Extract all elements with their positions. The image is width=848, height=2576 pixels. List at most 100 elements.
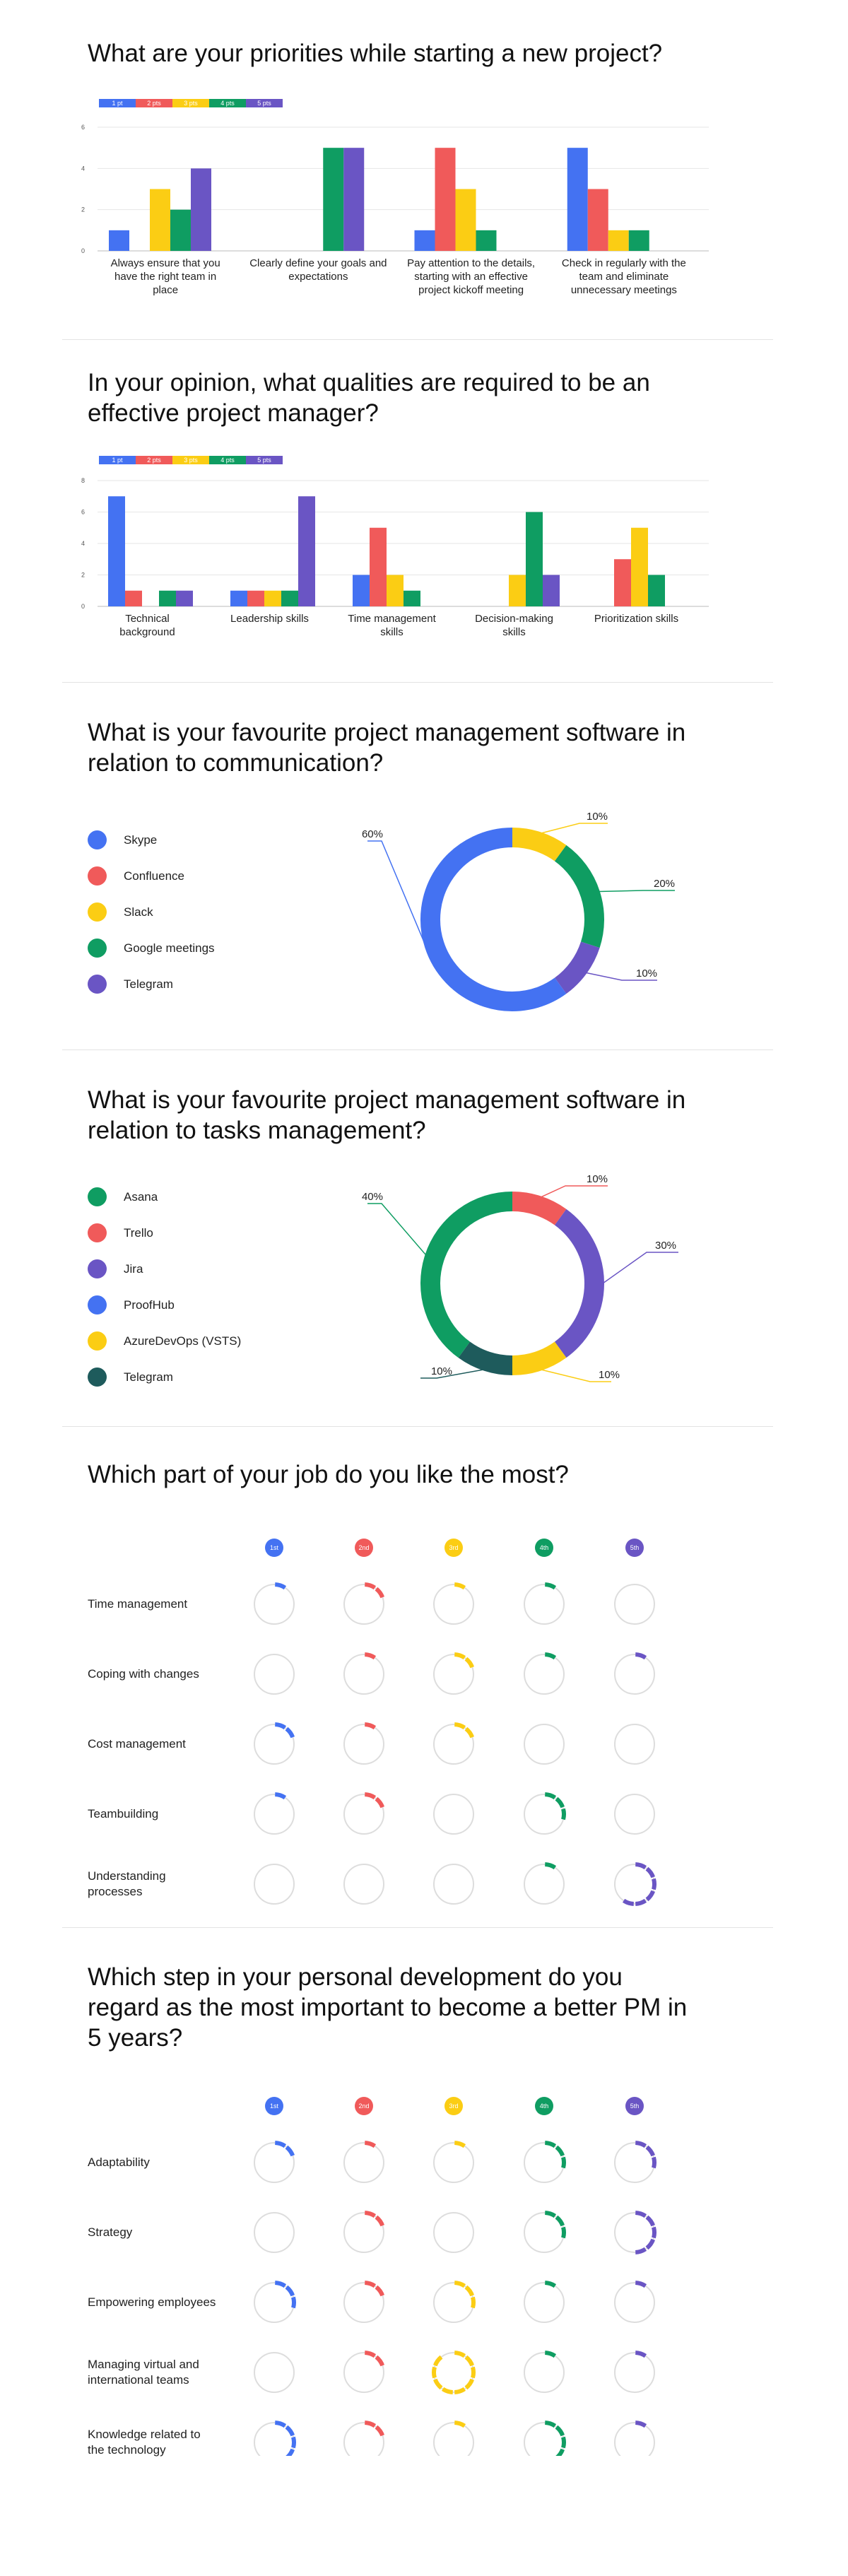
row-label-line: Coping with changes xyxy=(88,1667,199,1681)
x-category-label: project kickoff meeting xyxy=(418,284,524,296)
donut-slice-slack xyxy=(512,828,567,861)
data-label: 40% xyxy=(362,1191,383,1203)
ring-2-2-segment xyxy=(375,2215,385,2227)
bar-3-1 xyxy=(414,230,435,251)
row-label: Strategy xyxy=(88,2225,243,2240)
ring-2-2-segment xyxy=(364,1652,377,1660)
ring-4-3-segment xyxy=(432,2355,443,2367)
ring-5-5-segment xyxy=(645,1890,656,1902)
legend-dot xyxy=(88,975,107,994)
ring-1-5-segment xyxy=(645,2145,656,2157)
legend-dot xyxy=(88,902,107,922)
ring-5-4-segment xyxy=(555,2448,565,2456)
bar-2-1 xyxy=(230,590,247,606)
ring-1-2-segment xyxy=(364,1582,377,1590)
bar-2-2 xyxy=(247,590,264,606)
data-label: 60% xyxy=(362,828,383,840)
legend-label: Trello xyxy=(124,1225,153,1240)
ring-3-3-segment xyxy=(464,2285,475,2297)
legend-label: Telegram xyxy=(124,1370,173,1384)
column-badge-label: 1st xyxy=(270,2102,279,2110)
ring-2-3-segment xyxy=(464,1657,475,1669)
x-category-label: team and eliminate xyxy=(579,271,669,283)
divider-3 xyxy=(62,1049,773,1050)
bar-2-5 xyxy=(343,148,365,251)
ring-4-4-segment xyxy=(555,1796,565,1809)
column-badge-label: 3rd xyxy=(449,2102,458,2110)
bar-legend: 1 pt 2 pts 3 pts 4 pts 5 pts xyxy=(99,456,283,464)
ring-4-5-track xyxy=(614,1794,655,1835)
divider-4 xyxy=(62,1426,773,1427)
ring-5-2-track xyxy=(343,1864,384,1905)
chart-3-legend: Skype Confluence Slack Google meetings Teleg… xyxy=(88,822,215,1002)
y-tick-label: 6 xyxy=(81,509,85,516)
data-label: 10% xyxy=(636,968,657,980)
y-tick-label: 2 xyxy=(81,206,85,213)
callout-line xyxy=(367,840,427,948)
divider-2 xyxy=(62,682,773,683)
bar-4-3 xyxy=(608,230,629,251)
x-category-label: have the right team in xyxy=(114,271,216,283)
row-label: Cost management xyxy=(88,1736,243,1752)
row-label: Time management xyxy=(88,1596,243,1612)
column-badge-label: 2nd xyxy=(358,2102,369,2110)
ring-4-2-segment xyxy=(375,2355,385,2367)
bar-3-4 xyxy=(476,230,497,251)
ring-4-5-segment xyxy=(635,2351,647,2358)
ring-1-3-segment xyxy=(454,2141,466,2148)
legend-label: 1 pt xyxy=(112,100,123,107)
x-category-label: skills xyxy=(502,626,526,638)
ring-3-1-track xyxy=(254,1724,295,1765)
legend-item: Telegram xyxy=(88,1359,241,1395)
column-badge-5 xyxy=(625,1539,644,1557)
x-category-label: background xyxy=(119,626,175,638)
ring-4-1-track xyxy=(254,1794,295,1835)
ring-5-4-segment xyxy=(555,2425,565,2437)
bar-4-2 xyxy=(587,189,608,251)
bar-1-4 xyxy=(170,209,191,251)
row-label-line: Knowledge related to xyxy=(88,2428,201,2441)
bar-4-1 xyxy=(567,148,588,251)
legend-swatch-1 xyxy=(99,456,136,464)
y-tick-label: 6 xyxy=(81,124,85,131)
x-category-label: unnecessary meetings xyxy=(571,284,677,296)
donut-slice-telegram xyxy=(458,1341,513,1375)
bar-1-5 xyxy=(191,168,211,251)
ring-5-4-segment xyxy=(544,1862,557,1870)
legend-label: 1 pt xyxy=(112,457,123,464)
ring-3-3-track xyxy=(433,1724,474,1765)
bar-5-3 xyxy=(631,527,648,606)
bar-2-4 xyxy=(323,148,344,251)
bar-2-3 xyxy=(264,590,281,606)
ring-4-1-segment xyxy=(274,1792,287,1800)
ring-3-4-track xyxy=(524,1724,565,1765)
column-badge-1 xyxy=(265,1539,283,1557)
row-label-line: Empowering employees xyxy=(88,2295,216,2309)
ring-1-2-segment xyxy=(375,1587,385,1599)
callout-line xyxy=(420,1368,485,1379)
y-tick-label: 2 xyxy=(81,572,85,579)
legend-dot xyxy=(88,1295,107,1315)
data-label: 10% xyxy=(431,1365,452,1377)
chart-4-title: What is your favourite project managemen… xyxy=(88,1086,686,1144)
legend-label: 3 pts xyxy=(184,457,198,464)
callout-line xyxy=(585,972,657,981)
x-category-label: expectations xyxy=(288,271,348,283)
legend-swatch-2 xyxy=(136,456,172,464)
x-category-label: Pay attention to the details, xyxy=(407,257,535,269)
column-badge-label: 1st xyxy=(270,1544,279,1551)
legend-dot xyxy=(88,939,107,958)
donut-slice-trello xyxy=(512,1192,567,1225)
ring-5-5-segment xyxy=(635,2421,647,2428)
bar-3-2 xyxy=(370,527,387,606)
ring-3-5-segment xyxy=(635,2281,647,2288)
ring-1-4-segment xyxy=(544,1582,557,1590)
ring-3-2-segment xyxy=(364,1722,377,1730)
row-label-line: Managing virtual and xyxy=(88,2358,199,2371)
legend-label: Slack xyxy=(124,905,153,919)
ring-5-4-segment xyxy=(544,2421,557,2428)
ring-3-1-segment xyxy=(274,2281,287,2288)
chart-4-donut-chart: 40% 10% 30% 10% 10% xyxy=(362,1173,678,1382)
callout-line xyxy=(367,1203,427,1256)
column-badge-2 xyxy=(355,2097,373,2115)
